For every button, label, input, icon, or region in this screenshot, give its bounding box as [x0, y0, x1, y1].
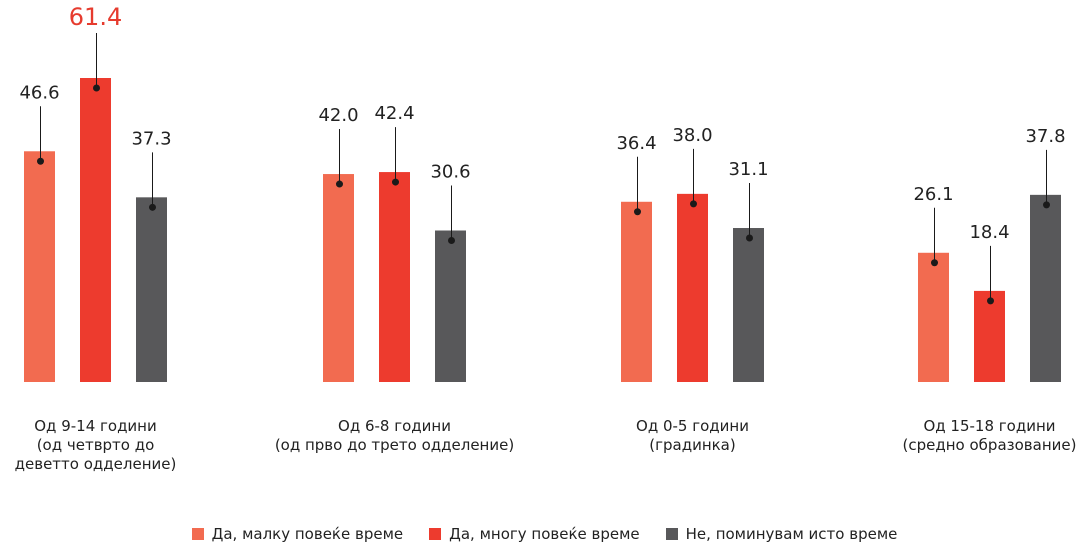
data-label: 42.4 [374, 103, 414, 124]
bar [621, 201, 652, 382]
bar-chart: 46.6 61.4 37.3 Од 9-14 години(од четврто до… [15, 3, 1077, 473]
data-point [149, 203, 156, 211]
data-label: 30.6 [430, 161, 470, 182]
category-label: (од прво до трето одделение) [275, 436, 514, 454]
bar [24, 151, 55, 382]
legend-item: Да, многу повеќе време [429, 525, 640, 543]
data-label: 36.4 [616, 133, 656, 154]
data-label: 31.1 [728, 159, 768, 180]
bar [677, 193, 708, 382]
legend-swatch [191, 528, 204, 540]
bar [136, 197, 167, 382]
data-point [1043, 201, 1050, 209]
category-label: (градинка) [649, 436, 735, 454]
bar [379, 172, 410, 382]
bar [974, 290, 1005, 382]
legend-item: Да, малку повеќе време [191, 525, 404, 543]
data-label: 42.0 [318, 105, 358, 126]
legend-label: Да, многу повеќе време [449, 525, 640, 543]
data-point [690, 200, 697, 208]
bar [918, 252, 949, 382]
bar [1030, 194, 1061, 382]
data-point [392, 178, 399, 186]
data-point [37, 157, 44, 165]
data-label: 61.4 [69, 3, 122, 31]
data-label: 38.0 [672, 125, 712, 146]
data-label: 37.8 [1025, 126, 1065, 147]
data-point [336, 180, 343, 188]
legend-label: Да, малку повеќе време [211, 525, 404, 543]
data-point [931, 259, 938, 267]
legend: Да, малку повеќе време Да, многу повеќе в… [0, 522, 1089, 546]
category-label: (средно образование) [903, 436, 1077, 454]
legend-swatch [429, 528, 442, 540]
bar [80, 78, 111, 382]
legend-swatch [665, 528, 678, 540]
legend-label: Не, поминувам исто време [685, 525, 898, 543]
data-label: 18.4 [969, 222, 1009, 243]
data-label: 26.1 [913, 184, 953, 205]
bar [435, 230, 466, 382]
bar [323, 174, 354, 382]
category-label: Од 6-8 години [338, 417, 451, 435]
data-label: 37.3 [131, 128, 171, 149]
data-point [634, 208, 641, 216]
category-label: Од 15-18 години [923, 417, 1055, 435]
bar [733, 228, 764, 382]
category-label: (од четврто до [37, 436, 155, 454]
data-point [987, 297, 994, 305]
data-point [746, 234, 753, 242]
category-label: деветто одделение) [15, 455, 177, 473]
data-label: 46.6 [19, 82, 59, 103]
category-label: Од 0-5 години [636, 417, 749, 435]
data-point [448, 236, 455, 244]
legend-item: Не, поминувам исто време [665, 525, 898, 543]
category-label: Од 9-14 години [34, 417, 157, 435]
data-point [93, 84, 100, 92]
